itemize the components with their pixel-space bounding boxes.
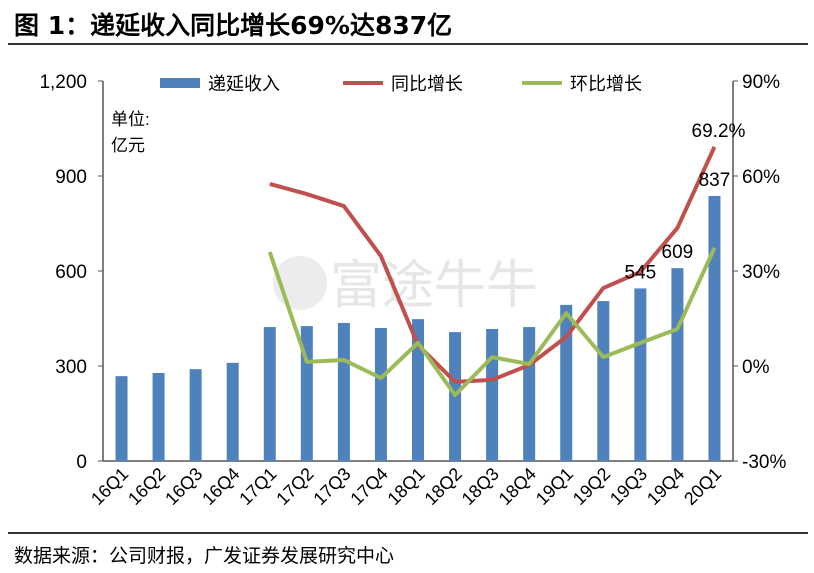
data-label: 837 — [699, 170, 731, 191]
source-note: 数据来源：公司财报，广发证券发展研究中心 — [14, 545, 395, 567]
data-label: 609 — [662, 242, 694, 263]
x-tick-label: 19Q2 — [569, 464, 614, 509]
y-right-tick-label: 90% — [742, 72, 780, 93]
x-tick-label: 16Q2 — [124, 464, 169, 509]
x-tick-label: 17Q3 — [309, 464, 354, 509]
unit-label: 亿元 — [111, 136, 145, 155]
top-rule — [8, 43, 808, 45]
x-tick-label: 17Q2 — [272, 464, 317, 509]
y-right-tick-label: 0% — [742, 357, 770, 378]
legend-label: 同比增长 — [391, 74, 463, 94]
bar — [523, 327, 536, 461]
x-tick-label: 18Q2 — [421, 464, 466, 509]
bar — [486, 328, 499, 461]
bar — [152, 372, 165, 461]
bar — [560, 304, 573, 461]
x-tick-label: 17Q4 — [346, 464, 391, 509]
legend-label: 环比增长 — [570, 74, 642, 94]
x-tick-label: 19Q1 — [532, 464, 577, 509]
legend-label: 递延收入 — [208, 74, 280, 94]
x-tick-label: 16Q4 — [198, 464, 243, 509]
x-tick-label: 16Q1 — [87, 464, 132, 509]
x-tick-label: 18Q1 — [384, 464, 429, 509]
line-qoq — [267, 247, 717, 398]
y-right-tick-label: 30% — [742, 262, 780, 283]
y-left-tick-label: 0 — [76, 452, 87, 473]
bar — [226, 362, 239, 461]
bar — [374, 328, 387, 461]
bar — [189, 369, 202, 461]
bottom-rule — [8, 532, 808, 534]
bar — [337, 322, 350, 461]
line-yoy — [269, 146, 717, 384]
data-label: 545 — [625, 262, 657, 283]
y-left-tick-label: 600 — [55, 262, 87, 283]
watermark: 富途牛牛 — [330, 257, 538, 315]
y-left-tick-label: 1,200 — [39, 72, 87, 93]
y-right-tick-label: 60% — [742, 167, 780, 188]
bar — [708, 195, 721, 461]
bar — [671, 268, 684, 461]
x-tick-label: 17Q1 — [235, 464, 280, 509]
x-tick-label: 18Q4 — [495, 464, 540, 509]
x-tick-label: 18Q3 — [458, 464, 503, 509]
y-left-tick-label: 300 — [55, 357, 87, 378]
x-tick-label: 16Q3 — [161, 464, 206, 509]
bar — [634, 288, 647, 461]
figure-title: 图 1：递延收入同比增长69%达837亿 — [14, 11, 453, 40]
y-left-tick-label: 900 — [55, 167, 87, 188]
bar — [115, 376, 128, 461]
x-tick-label: 19Q4 — [643, 464, 688, 509]
unit-label: 单位: — [111, 110, 150, 129]
x-tick-label: 20Q1 — [680, 464, 725, 509]
y-right-tick-label: -30% — [742, 452, 786, 473]
bar — [263, 327, 276, 461]
legend-swatch — [160, 78, 200, 88]
bar — [412, 319, 424, 461]
x-tick-label: 19Q3 — [606, 464, 651, 509]
bar — [597, 301, 610, 461]
data-label: 69.2% — [692, 121, 746, 142]
